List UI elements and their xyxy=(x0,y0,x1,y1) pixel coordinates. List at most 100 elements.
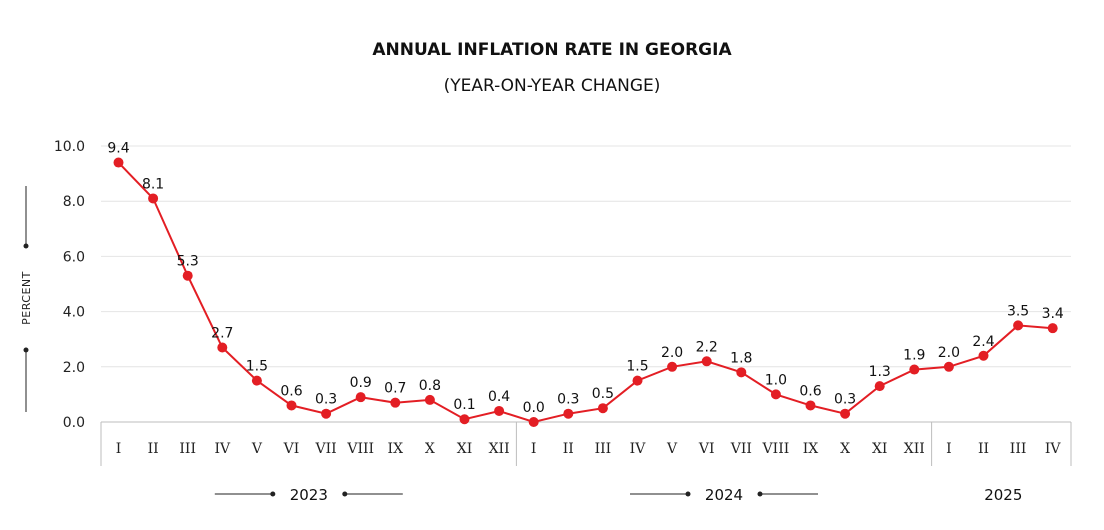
x-tick-label: V xyxy=(251,441,263,457)
x-tick-label: XI xyxy=(457,441,473,457)
y-tick-label: 4.0 xyxy=(63,305,85,321)
data-label: 1.0 xyxy=(765,372,787,388)
data-point xyxy=(286,400,297,411)
x-axis: I II III IV V VI VII VIII IX X XI XII I II III IV V VI VII… xyxy=(100,422,1072,466)
data-point xyxy=(390,397,401,408)
data-point xyxy=(182,270,193,281)
data-label: 9.4 xyxy=(107,141,129,157)
year-label: 2025 xyxy=(984,486,1022,504)
year-rule-dot-left xyxy=(685,491,691,497)
year-label: 2023 xyxy=(290,486,328,504)
x-tick-label: X xyxy=(840,441,850,457)
data-label: 1.5 xyxy=(626,359,648,375)
x-tick-label: VIII xyxy=(762,441,790,457)
data-label: 0.4 xyxy=(488,389,510,405)
data-label: 2.2 xyxy=(696,339,718,355)
y-axis-label: PERCENT xyxy=(20,271,33,325)
year-rule-dot-left xyxy=(270,491,276,497)
data-point xyxy=(770,389,781,400)
data-label: 3.4 xyxy=(1042,306,1064,322)
y-tick-label: 10.0 xyxy=(54,139,85,155)
data-label: 0.6 xyxy=(799,383,821,399)
data-point xyxy=(667,361,678,372)
data-point xyxy=(528,417,539,427)
data-point xyxy=(943,361,954,372)
data-label: 0.5 xyxy=(592,386,614,402)
data-point xyxy=(1047,323,1058,334)
x-tick-label: IV xyxy=(214,441,231,457)
data-label: 0.1 xyxy=(453,397,475,413)
x-tick-label: VII xyxy=(730,441,752,457)
x-tick-label: II xyxy=(563,441,574,457)
x-tick-label: I xyxy=(116,441,122,457)
x-tick-label: III xyxy=(595,441,612,457)
data-label: 2.0 xyxy=(661,345,683,361)
data-label: 1.9 xyxy=(903,348,925,364)
data-label: 1.8 xyxy=(730,350,752,366)
y-axis-label-group: PERCENT xyxy=(20,186,33,412)
x-tick-label: XI xyxy=(872,441,888,457)
x-tick-label: VI xyxy=(283,441,300,457)
data-point xyxy=(978,350,989,361)
year-labels: 2023 2024 2025 xyxy=(214,486,1022,504)
data-point xyxy=(424,394,435,405)
data-point xyxy=(736,367,747,378)
data-point xyxy=(909,364,920,375)
y-tick-label: 2.0 xyxy=(63,360,85,376)
chart-subtitle: (YEAR-ON-YEAR CHANGE) xyxy=(444,76,661,96)
data-point xyxy=(840,408,851,419)
data-point xyxy=(597,403,608,414)
data-point xyxy=(113,157,124,168)
data-point xyxy=(459,414,470,425)
data-point xyxy=(494,405,505,416)
year-label: 2024 xyxy=(705,486,743,504)
data-label: 0.7 xyxy=(384,381,406,397)
x-tick-label: II xyxy=(148,441,159,457)
y-tick-label: 8.0 xyxy=(63,194,85,210)
data-label: 0.3 xyxy=(315,392,337,408)
x-tick-label: VII xyxy=(315,441,337,457)
data-point xyxy=(805,400,816,411)
chart-title: ANNUAL INFLATION RATE IN GEORGIA xyxy=(372,40,732,60)
data-point xyxy=(874,381,885,392)
x-tick-label: VI xyxy=(698,441,715,457)
data-point xyxy=(632,375,643,386)
x-tick-label: IV xyxy=(630,441,647,457)
data-label: 0.0 xyxy=(523,400,545,416)
data-label: 8.1 xyxy=(142,176,164,192)
data-labels: 9.4 8.1 5.3 2.7 1.5 0.6 0.3 0.9 0.7 0.8 0.1 0.4 0.0 0… xyxy=(107,141,1064,416)
data-label: 5.3 xyxy=(177,254,199,270)
x-tick-label: I xyxy=(946,441,952,457)
x-tick-label: XII xyxy=(904,441,925,457)
data-label: 1.5 xyxy=(246,359,268,375)
y-label-dot-top xyxy=(23,243,29,249)
grid-lines xyxy=(101,145,1071,423)
data-point xyxy=(701,356,712,367)
y-tick-label: 6.0 xyxy=(63,249,85,265)
x-tick-label: IX xyxy=(388,441,404,457)
x-tick-label: X xyxy=(425,441,435,457)
x-tick-label: XII xyxy=(489,441,510,457)
x-tick-label: III xyxy=(179,441,196,457)
data-label: 0.6 xyxy=(280,383,302,399)
data-label: 0.8 xyxy=(419,378,441,394)
x-tick-label: IV xyxy=(1045,441,1062,457)
data-point xyxy=(355,392,366,403)
data-label: 1.3 xyxy=(869,364,891,380)
series-line xyxy=(117,161,1053,424)
data-label: 3.5 xyxy=(1007,303,1029,319)
data-points xyxy=(113,157,1058,427)
x-tick-label: V xyxy=(666,441,678,457)
data-point xyxy=(148,193,159,204)
data-point xyxy=(217,342,228,353)
data-label: 2.0 xyxy=(938,345,960,361)
x-tick-label: III xyxy=(1010,441,1027,457)
data-point xyxy=(1013,320,1024,331)
x-tick-label: VIII xyxy=(346,441,374,457)
y-axis-ticks: 0.0 2.0 4.0 6.0 8.0 10.0 xyxy=(54,139,85,431)
y-tick-label: 0.0 xyxy=(63,415,85,431)
data-label: 2.7 xyxy=(211,325,233,341)
x-tick-label: IX xyxy=(803,441,819,457)
data-point xyxy=(563,408,574,419)
